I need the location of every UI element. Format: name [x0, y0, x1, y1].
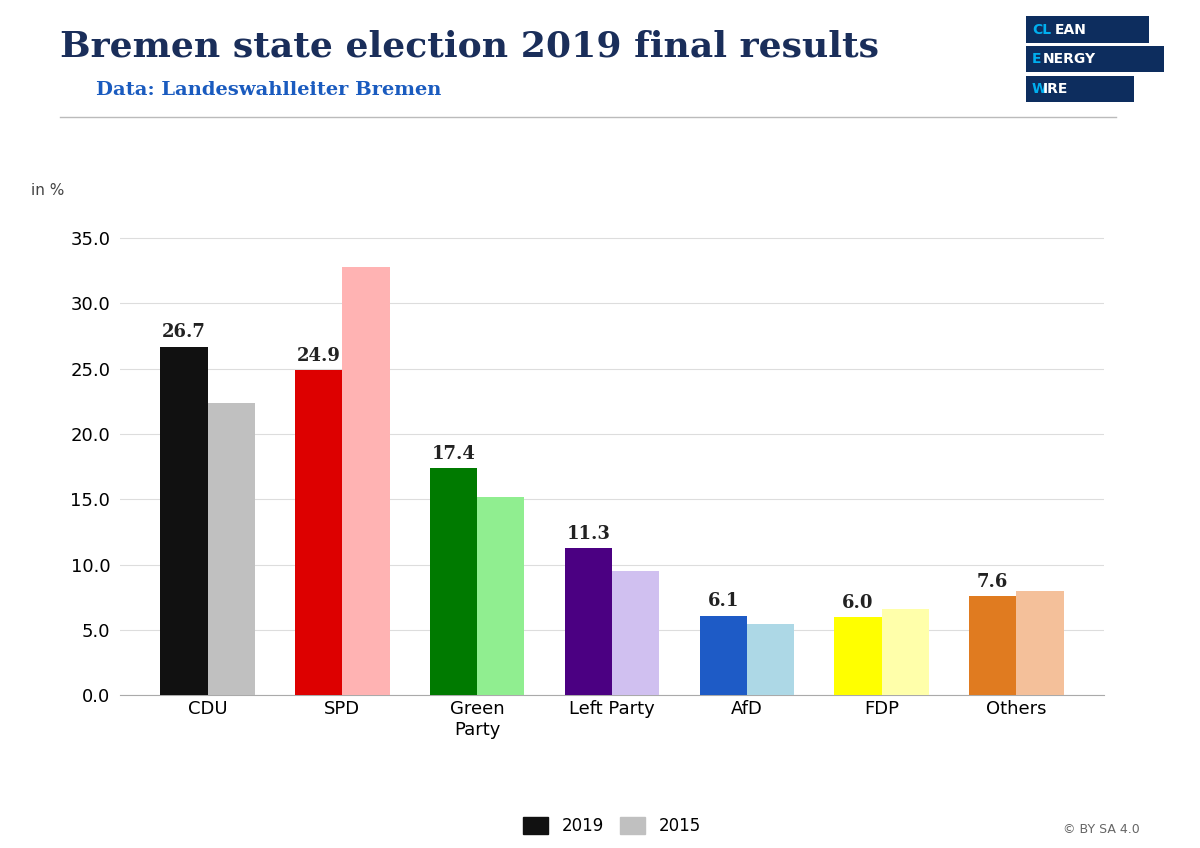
Bar: [161, 347, 208, 695]
Text: 26.7: 26.7: [162, 323, 206, 342]
Bar: [834, 617, 882, 695]
Text: 24.9: 24.9: [296, 347, 341, 365]
Text: 6.1: 6.1: [708, 593, 739, 611]
FancyBboxPatch shape: [1026, 47, 1164, 72]
Text: 6.0: 6.0: [842, 594, 874, 611]
Text: EAN: EAN: [1055, 23, 1086, 36]
Bar: [430, 468, 478, 695]
Text: 7.6: 7.6: [977, 573, 1008, 591]
Legend: 2019, 2015: 2019, 2015: [516, 810, 708, 842]
Text: E: E: [1032, 53, 1042, 66]
Text: © BY SA 4.0: © BY SA 4.0: [1063, 823, 1140, 836]
Bar: [612, 572, 659, 695]
Bar: [478, 497, 524, 695]
Text: IRE: IRE: [1043, 82, 1069, 96]
Bar: [746, 623, 794, 695]
Text: Bremen state election 2019 final results: Bremen state election 2019 final results: [60, 30, 878, 64]
Bar: [342, 267, 390, 695]
Text: NERGY: NERGY: [1043, 53, 1097, 66]
Bar: [208, 403, 254, 695]
Bar: [970, 596, 1016, 695]
Bar: [700, 616, 746, 695]
Text: in %: in %: [31, 183, 65, 198]
Bar: [1016, 591, 1063, 695]
Bar: [565, 548, 612, 695]
Bar: [882, 609, 929, 695]
Text: CL: CL: [1032, 23, 1051, 36]
Text: 17.4: 17.4: [432, 445, 475, 463]
Text: Data: Landeswahlleiter Bremen: Data: Landeswahlleiter Bremen: [96, 81, 442, 98]
Text: 11.3: 11.3: [566, 525, 611, 543]
Bar: [295, 370, 342, 695]
FancyBboxPatch shape: [1026, 76, 1134, 103]
FancyBboxPatch shape: [1026, 16, 1150, 42]
Text: W: W: [1032, 82, 1048, 96]
